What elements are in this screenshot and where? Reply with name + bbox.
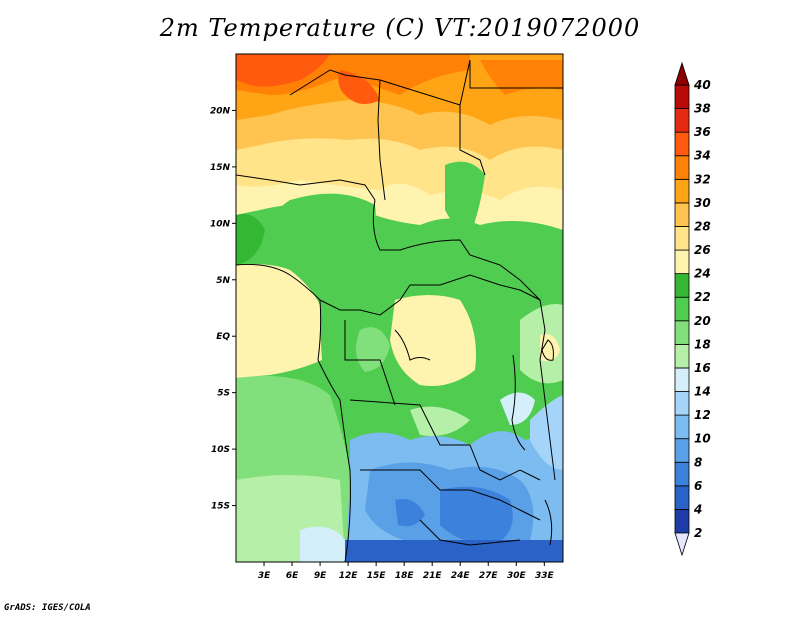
colorbar-label: 22 [694,290,711,304]
lon-tick-label: 12E [339,571,359,581]
colorbar-box [674,485,690,510]
country-borders [236,59,563,562]
colorbar-box [674,296,690,322]
colorbar-label: 28 [694,219,711,233]
colorbar-box [674,273,690,298]
colorbar-box [674,509,690,534]
colorbar-label: 4 [693,502,702,516]
lat-tick-label: 15N [210,163,231,173]
colorbar-label: 8 [694,455,702,469]
colorbar-label: 18 [694,337,711,351]
colorbar-box [674,84,690,109]
lat-tick-label: EQ [216,332,230,342]
lat-tick-label: 15S [211,502,230,512]
colorbar-label: 6 [694,479,702,493]
lon-tick-label: 30E [507,571,527,581]
colorbar-label: 38 [694,102,711,116]
lon-tick-label: 18E [395,571,415,581]
colorbar-label: 40 [693,78,711,92]
colorbar-box [674,249,690,275]
lat-tick-label: 10S [211,445,230,455]
lon-tick-label: 15E [367,571,387,581]
colorbar-label: 36 [694,125,711,139]
lon-tick-label: 3E [258,571,271,581]
map-frame [235,53,564,563]
map-title: 2m Temperature (C) VT:2019072000 [159,14,641,42]
lon-tick-label: 6E [286,571,299,581]
colorbar-label: 32 [694,172,711,186]
colorbar-box [674,438,690,463]
colorbar-label: 20 [694,314,711,328]
colorbar-label: 24 [694,267,711,281]
colorbar-label: 2 [694,526,702,540]
lon-tick-label: 24E [451,571,471,581]
colorbar-under-arrow [674,532,690,557]
colorbar-box [674,391,690,416]
colorbar-label: 12 [694,408,711,422]
grads-credit: GrADS: IGES/COLA [4,603,91,613]
lon-tick-label: 21E [423,571,443,581]
colorbar-box [674,320,690,345]
colorbar-label: 26 [694,243,711,257]
colorbar-box [674,108,690,133]
colorbar-box [674,414,690,440]
colorbar-label: 30 [694,196,711,210]
lat-tick-label: 10N [210,219,231,229]
colorbar-box [674,131,690,157]
colorbar-box [674,155,690,180]
colorbar-box [674,461,690,487]
colorbar-box [674,226,690,251]
lat-axis: 20N 15N 10N 5N EQ 5S 10S 15S [210,106,236,512]
map-fill-layer [236,54,563,562]
colorbar-box [674,343,690,369]
lon-axis: 3E 6E 9E 12E 15E 18E 21E 24E 27E 30E 33E [258,562,555,581]
colorbar-box [674,202,690,227]
lon-tick-label: 27E [479,571,499,581]
colorbar-label: 14 [694,385,711,399]
colorbar-label: 10 [694,432,711,446]
colorbar-over-arrow [674,61,690,86]
colorbar-label: 34 [694,149,711,163]
lon-tick-label: 33E [535,571,555,581]
lat-tick-label: 5S [217,389,230,399]
colorbar-box [674,178,690,204]
lat-tick-label: 20N [210,106,231,116]
lon-tick-label: 9E [314,571,327,581]
colorbar-box [674,367,690,392]
colorbar-label: 16 [694,361,711,375]
lat-tick-label: 5N [216,276,230,286]
